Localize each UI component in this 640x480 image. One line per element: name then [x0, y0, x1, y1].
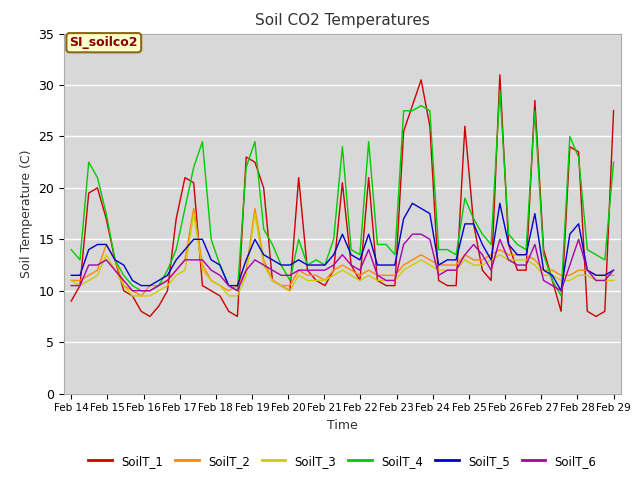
Legend: SoilT_1, SoilT_2, SoilT_3, SoilT_4, SoilT_5, SoilT_6: SoilT_1, SoilT_2, SoilT_3, SoilT_4, Soil… — [83, 450, 602, 472]
X-axis label: Time: Time — [327, 419, 358, 432]
Title: Soil CO2 Temperatures: Soil CO2 Temperatures — [255, 13, 430, 28]
Y-axis label: Soil Temperature (C): Soil Temperature (C) — [20, 149, 33, 278]
Text: SI_soilco2: SI_soilco2 — [70, 36, 138, 49]
